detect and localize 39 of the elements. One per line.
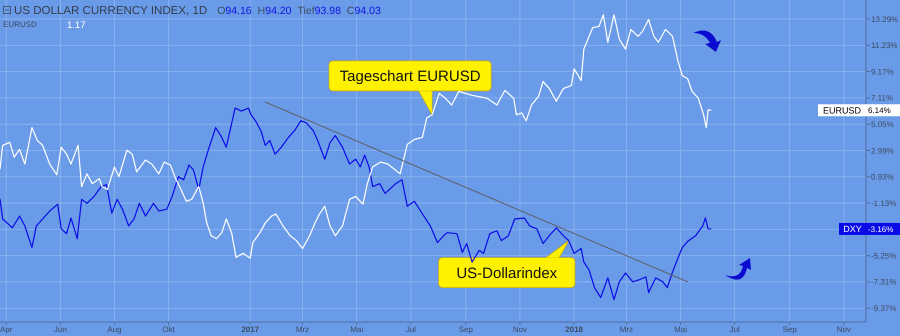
x-tick-label: Apr <box>0 325 13 334</box>
y-tick-label: 9.17% <box>871 67 894 76</box>
x-tick-label: Mai <box>350 325 364 334</box>
x-tick-label: 2017 <box>241 325 260 334</box>
y-tick-label: 0.93% <box>871 172 894 182</box>
y-tick-label: 11.23% <box>871 41 898 50</box>
x-tick-label: Mrz <box>620 325 634 334</box>
x-tick-label: Jul <box>406 325 416 334</box>
y-tick-label: -1.13% <box>871 198 896 208</box>
y-tick-label: 13.29% <box>871 14 898 24</box>
legend-label: EURUSD <box>822 105 862 116</box>
x-tick-label: Jul <box>730 325 740 334</box>
annotation: O94.16 H94.20 Tief93.98 C94.03 <box>217 5 381 17</box>
x-tick-label: Nov <box>836 325 851 334</box>
x-tick-label: Nov <box>512 325 528 334</box>
y-tick-label: 5.05% <box>871 120 894 129</box>
x-tick-label: Sep <box>782 325 798 334</box>
line-series <box>0 108 712 300</box>
text: 6.14% <box>868 106 891 116</box>
annotation: US-Dollarindex <box>456 264 558 282</box>
annotation: 1.17 <box>67 20 86 31</box>
x-tick-label: Mai <box>674 325 688 334</box>
x-tick-label: Jun <box>54 325 67 334</box>
annotation: Tageschart EURUSD <box>340 68 481 86</box>
y-tick-label: -9.37% <box>871 304 896 314</box>
line-series <box>0 14 712 259</box>
y-tick-label: -5.25% <box>871 251 896 260</box>
chart-title: US DOLLAR CURRENCY INDEX, 1D <box>14 5 208 17</box>
legend-label: DXY <box>843 224 862 234</box>
x-tick-label: 2018 <box>565 325 584 334</box>
y-tick-label: 2.99% <box>871 146 894 156</box>
x-tick-label: Sep <box>458 325 474 334</box>
y-tick-label: -7.31% <box>871 278 896 287</box>
text: EURUSD <box>3 20 37 29</box>
x-tick-label: Aug <box>107 325 122 334</box>
text: -3.16% <box>868 224 894 234</box>
x-tick-label: Okt <box>162 325 176 334</box>
x-tick-label: Mrz <box>296 325 310 334</box>
y-tick-label: 7.11% <box>871 94 894 103</box>
